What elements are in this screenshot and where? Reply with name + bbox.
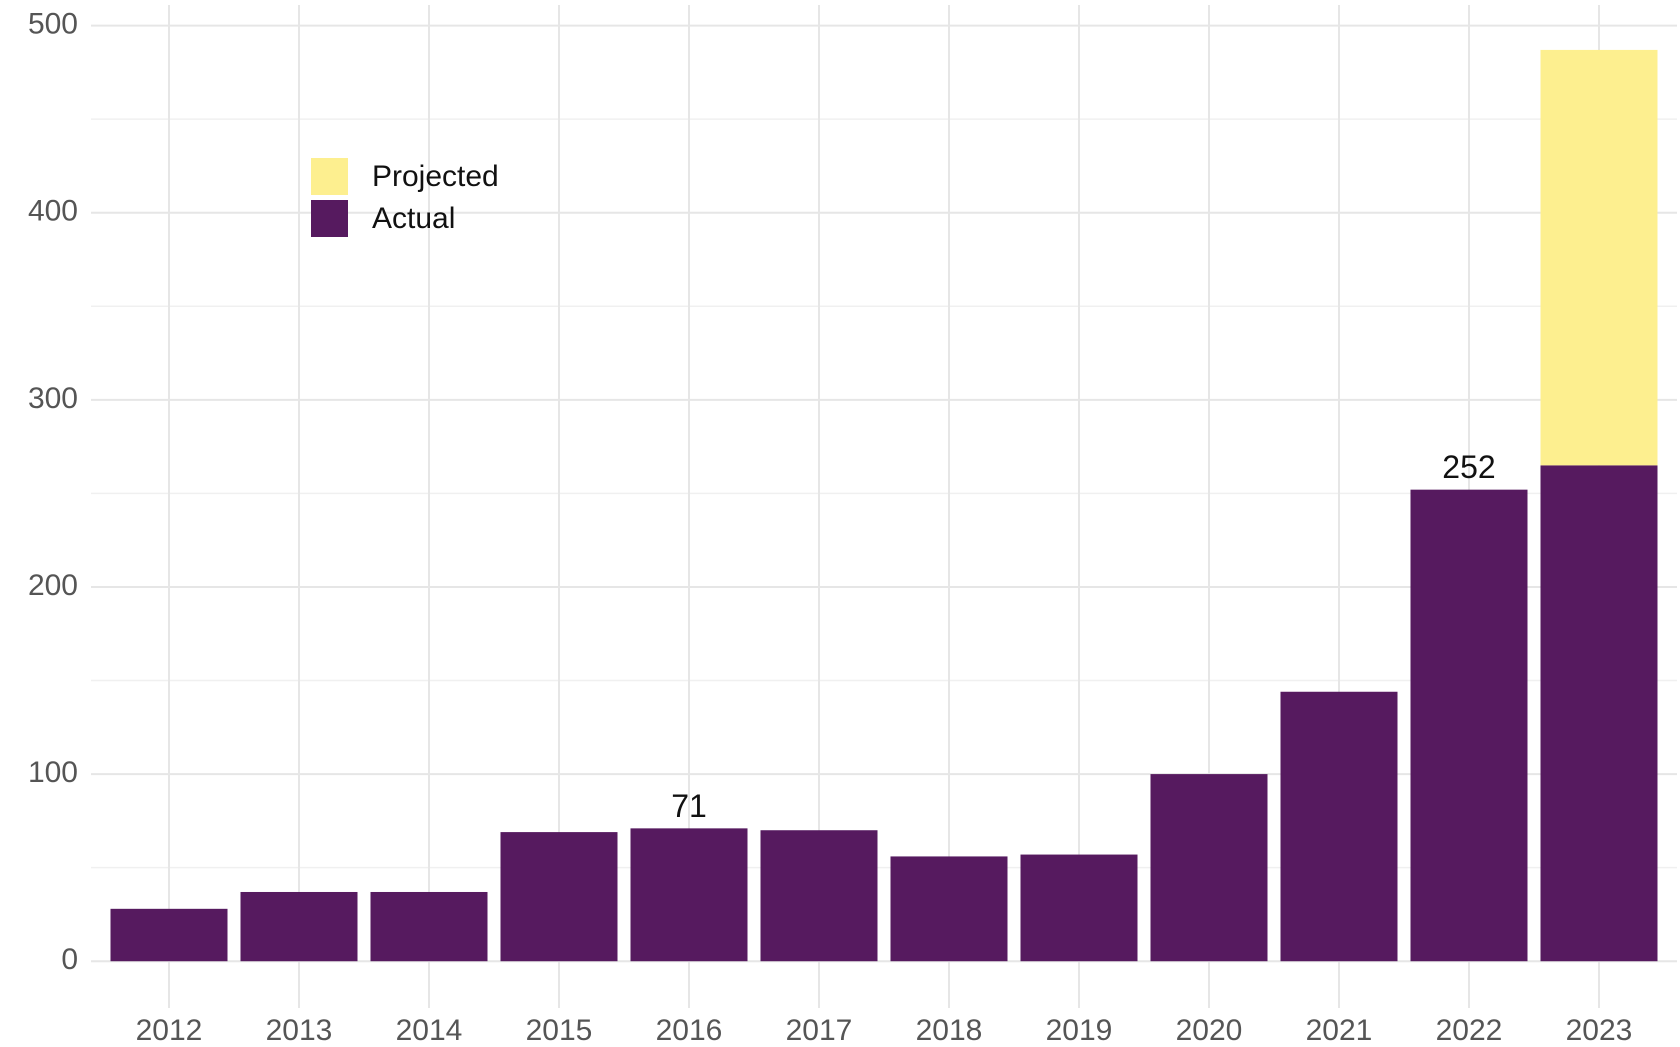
y-tick-label: 400 [28, 195, 78, 228]
x-tick-label: 2016 [656, 1014, 723, 1047]
data-label: 71 [671, 788, 707, 824]
x-tick-label: 2021 [1306, 1014, 1373, 1047]
x-tick-label: 2015 [526, 1014, 593, 1047]
x-tick-label: 2018 [916, 1014, 983, 1047]
legend-label: Actual [372, 202, 455, 235]
legend-label: Projected [372, 160, 499, 193]
x-tick-label: 2022 [1436, 1014, 1503, 1047]
bar [240, 891, 358, 962]
x-tick-label: 2023 [1566, 1014, 1633, 1047]
legend-swatch [311, 158, 348, 195]
legend-swatch [311, 200, 348, 237]
bar [890, 856, 1008, 962]
y-tick-label: 100 [28, 756, 78, 789]
bar [500, 832, 618, 962]
bar [370, 891, 488, 962]
bar [110, 908, 228, 962]
bar [1410, 489, 1528, 962]
bar [1150, 774, 1268, 962]
y-tick-label: 500 [28, 8, 78, 41]
x-tick-label: 2017 [786, 1014, 853, 1047]
data-label: 252 [1442, 449, 1495, 485]
bar [1020, 854, 1138, 962]
x-tick-label: 2012 [136, 1014, 203, 1047]
y-tick-label: 300 [28, 382, 78, 415]
y-tick-label: 200 [28, 569, 78, 602]
bar [760, 830, 878, 962]
x-tick-label: 2014 [396, 1014, 463, 1047]
x-tick-label: 2020 [1176, 1014, 1243, 1047]
x-tick-label: 2013 [266, 1014, 333, 1047]
bar [1540, 49, 1658, 466]
bar [1280, 691, 1398, 962]
bar [1540, 465, 1658, 962]
x-tick-label: 2019 [1046, 1014, 1113, 1047]
legend: Projected Actual [311, 158, 499, 237]
y-tick-label: 0 [61, 943, 78, 976]
bar [630, 828, 748, 962]
